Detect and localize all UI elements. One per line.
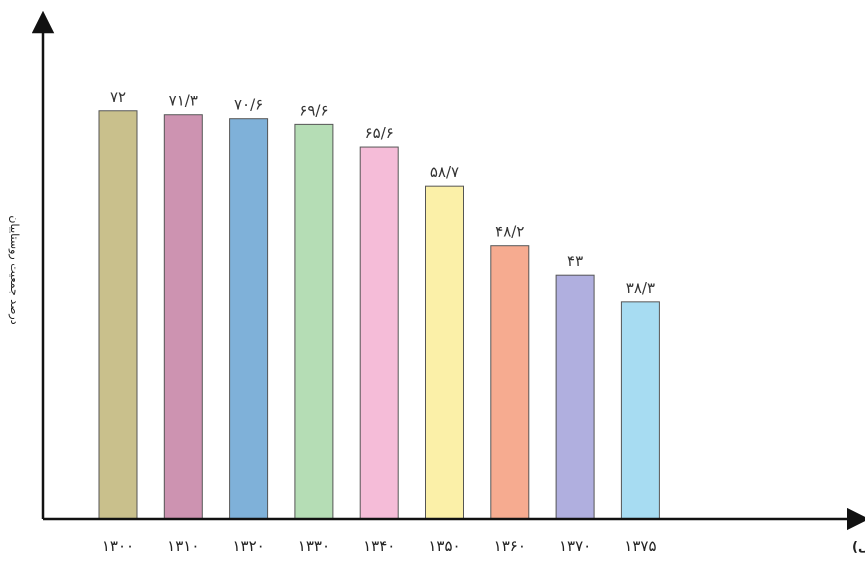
value-label-8: ۳۸/۳	[626, 279, 655, 297]
x-axis-title: سال (هجری شمسی)	[852, 540, 865, 555]
tick-labels-layer: ۱۳۰۰ ۱۳۱۰ ۱۳۲۰ ۱۳۳۰ ۱۳۴۰ ۱۳۵۰ ۱۳۶۰ ۱۳۷۰ ۱۳۷۵	[102, 537, 657, 555]
y-axis-title: درصد جمعیت روستاییان	[8, 215, 21, 324]
value-label-1: ۷۱/۳	[169, 92, 198, 110]
bar-2	[229, 118, 269, 520]
bar-0	[98, 110, 138, 520]
x-tick-label-1: ۱۳۱۰	[167, 537, 199, 555]
bar-8	[620, 301, 660, 520]
x-tick-label-4: ۱۳۴۰	[363, 537, 395, 555]
bar-6	[490, 245, 530, 520]
value-label-6: ۴۸/۲	[495, 223, 524, 241]
value-label-7: ۴۳	[567, 252, 583, 270]
bar-1	[163, 114, 203, 520]
value-label-2: ۷۰/۶	[234, 96, 263, 114]
bar-5	[425, 185, 464, 520]
x-tick-label-3: ۱۳۳۰	[298, 537, 330, 555]
x-tick-label-8: ۱۳۷۵	[624, 537, 656, 555]
bar-7	[555, 274, 595, 520]
x-tick-label-2: ۱۳۲۰	[232, 537, 264, 555]
value-label-0: ۷۲	[110, 88, 126, 106]
bars-layer	[98, 110, 660, 520]
value-label-4: ۶۵/۶	[365, 124, 394, 142]
value-label-3: ۶۹/۶	[299, 101, 328, 119]
value-labels-layer: ۷۲ ۷۱/۳ ۷۰/۶ ۶۹/۶ ۶۵/۶ ۵۸/۷ ۴۸/۲ ۴۳ ۳۸/۳	[110, 88, 655, 297]
bar-4	[359, 146, 399, 520]
x-tick-label-6: ۱۳۶۰	[494, 537, 526, 555]
x-tick-label-7: ۱۳۷۰	[559, 537, 591, 555]
x-tick-label-0: ۱۳۰۰	[102, 537, 134, 555]
value-label-5: ۵۸/۷	[430, 163, 459, 181]
x-tick-label-5: ۱۳۵۰	[428, 537, 460, 555]
bar-3	[294, 123, 334, 520]
